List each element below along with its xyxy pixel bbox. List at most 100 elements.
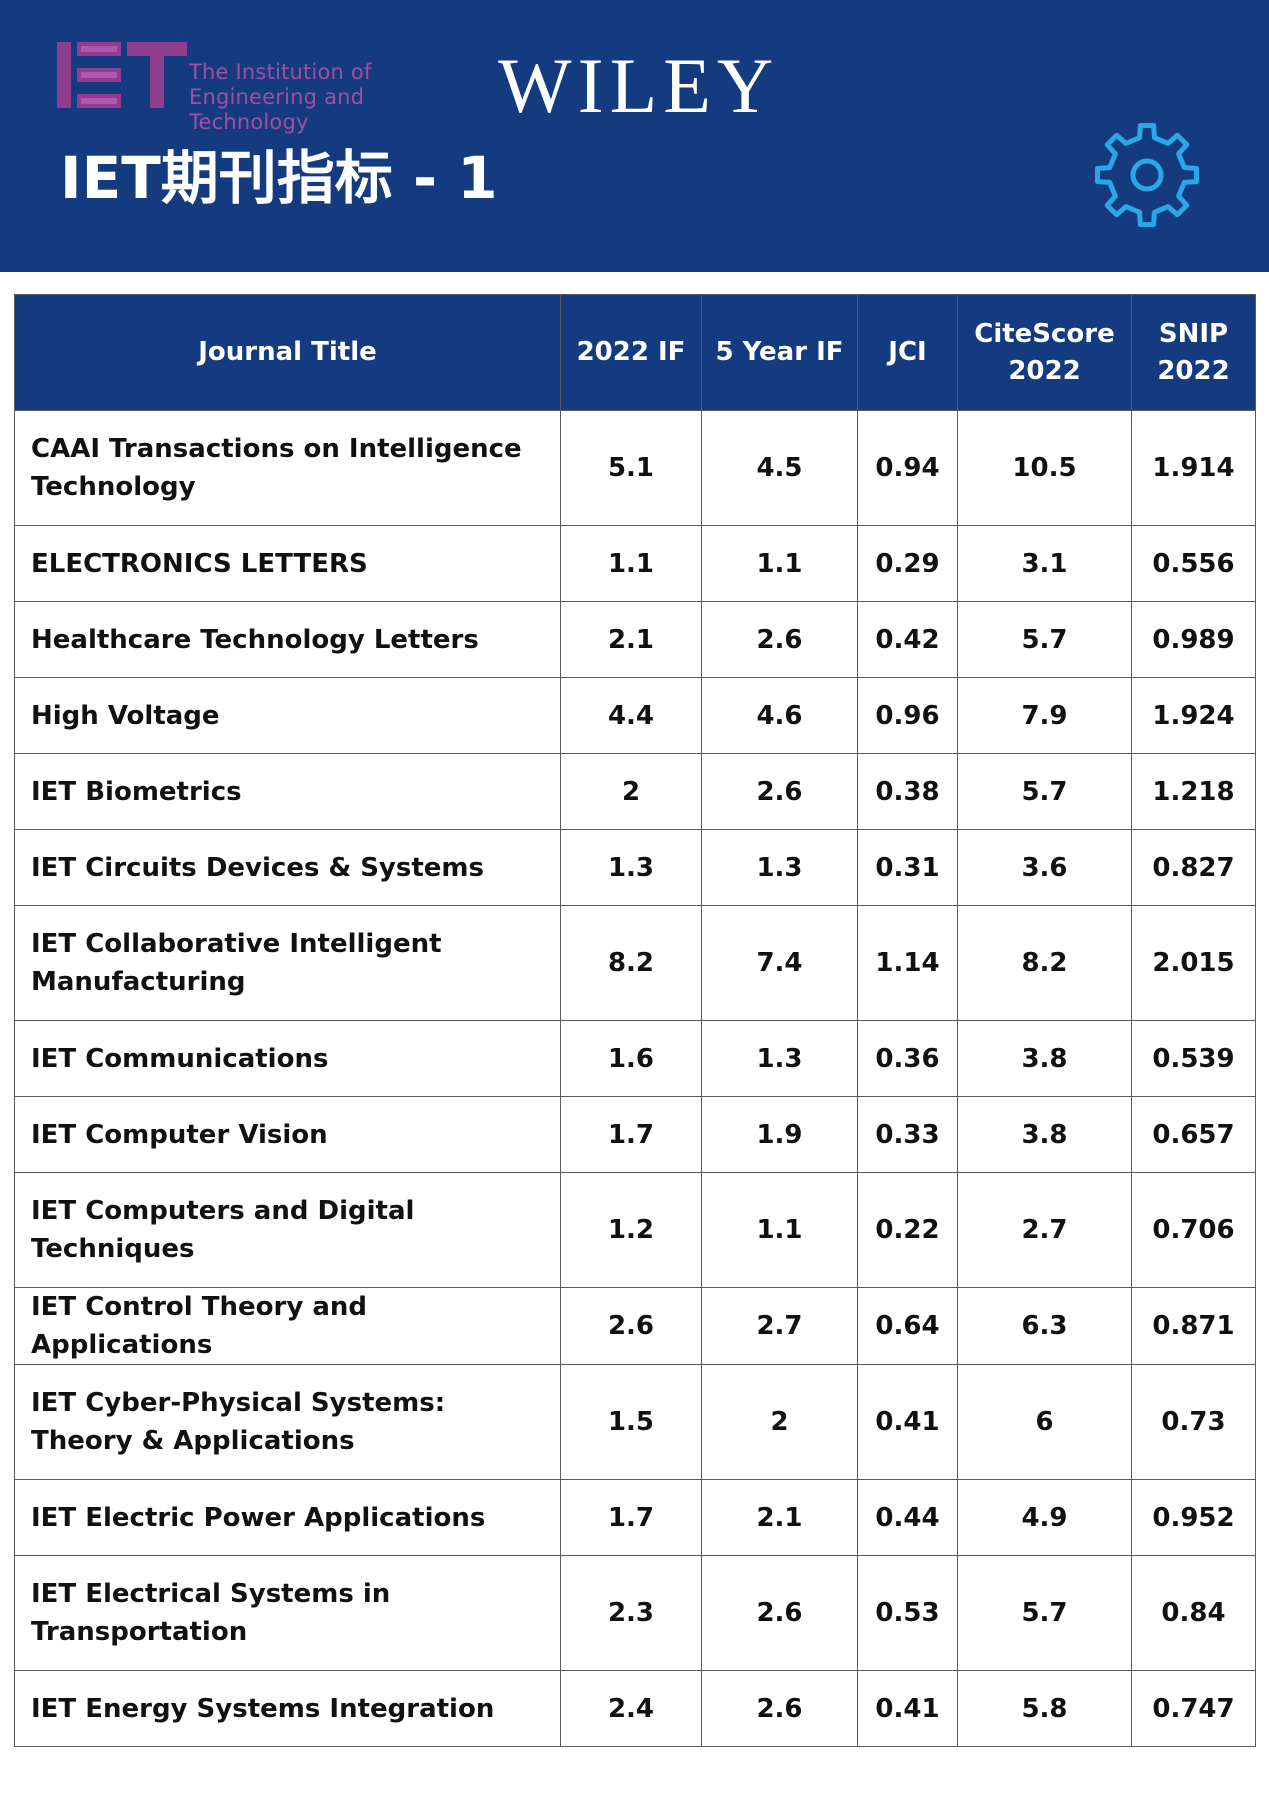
cell-5-year-if: 4.5 [701, 410, 858, 526]
cell-5-year-if: 2.6 [701, 1670, 858, 1747]
table-row: ELECTRONICS LETTERS 1.1 1.1 0.29 3.1 0.556 [14, 525, 1256, 602]
cell-jci: 0.42 [857, 601, 958, 678]
cell-citescore-2022: 4.9 [957, 1479, 1132, 1556]
cell-snip-2022: 2.015 [1131, 905, 1256, 1021]
col-header-2022-if: 2022 IF [560, 294, 702, 411]
cell-citescore-2022: 3.1 [957, 525, 1132, 602]
table-row: IET Energy Systems Integration 2.4 2.6 0.41… [14, 1670, 1256, 1747]
table-row: IET Biometrics 2 2.6 0.38 5.7 1.218 [14, 753, 1256, 830]
cell-journal-title: ELECTRONICS LETTERS [14, 525, 561, 602]
cell-2022-if: 2.3 [560, 1555, 702, 1671]
cell-snip-2022: 0.657 [1131, 1096, 1256, 1173]
cell-snip-2022: 0.706 [1131, 1172, 1256, 1288]
cell-journal-title: IET Control Theory and Applications [14, 1287, 561, 1365]
cell-snip-2022: 0.989 [1131, 601, 1256, 678]
cell-snip-2022: 0.556 [1131, 525, 1256, 602]
cell-citescore-2022: 3.8 [957, 1020, 1132, 1097]
cell-snip-2022: 0.952 [1131, 1479, 1256, 1556]
cell-citescore-2022: 7.9 [957, 677, 1132, 754]
cell-5-year-if: 1.9 [701, 1096, 858, 1173]
table-row: IET Communications 1.6 1.3 0.36 3.8 0.539 [14, 1020, 1256, 1097]
table-row: IET Electrical Systems in Transportation… [14, 1555, 1256, 1671]
cell-jci: 0.96 [857, 677, 958, 754]
table-row: IET Computers and Digital Techniques 1.2 1… [14, 1172, 1256, 1288]
wiley-logo: WILEY [498, 42, 780, 129]
cell-citescore-2022: 2.7 [957, 1172, 1132, 1288]
cell-journal-title: IET Communications [14, 1020, 561, 1097]
page-title: IET期刊指标 - 1 [60, 144, 498, 212]
cell-snip-2022: 0.539 [1131, 1020, 1256, 1097]
cell-5-year-if: 2.6 [701, 753, 858, 830]
table-row: IET Cyber-Physical Systems: Theory & App… [14, 1364, 1256, 1480]
cell-5-year-if: 1.3 [701, 1020, 858, 1097]
cell-snip-2022: 1.924 [1131, 677, 1256, 754]
cell-2022-if: 2.6 [560, 1287, 702, 1365]
cell-journal-title: IET Collaborative Intelligent Manufactur… [14, 905, 561, 1021]
cell-5-year-if: 4.6 [701, 677, 858, 754]
col-header-citescore-line2: 2022 [1008, 355, 1081, 386]
cell-snip-2022: 1.914 [1131, 410, 1256, 526]
cell-journal-title: IET Biometrics [14, 753, 561, 830]
table-row: IET Circuits Devices & Systems 1.3 1.3 0.31… [14, 829, 1256, 906]
cell-5-year-if: 2.7 [701, 1287, 858, 1365]
cell-5-year-if: 2.6 [701, 1555, 858, 1671]
table-row: IET Computer Vision 1.7 1.9 0.33 3.8 0.657 [14, 1096, 1256, 1173]
cell-journal-title: IET Computers and Digital Techniques [14, 1172, 561, 1288]
cell-jci: 0.31 [857, 829, 958, 906]
cell-journal-title: IET Electric Power Applications [14, 1479, 561, 1556]
cell-jci: 0.22 [857, 1172, 958, 1288]
cell-jci: 0.33 [857, 1096, 958, 1173]
cell-snip-2022: 0.827 [1131, 829, 1256, 906]
cell-jci: 0.94 [857, 410, 958, 526]
cell-2022-if: 1.1 [560, 525, 702, 602]
table-row: IET Collaborative Intelligent Manufactur… [14, 905, 1256, 1021]
cell-snip-2022: 1.218 [1131, 753, 1256, 830]
col-header-jci: JCI [857, 294, 958, 411]
cell-journal-title: IET Energy Systems Integration [14, 1670, 561, 1747]
col-header-citescore: CiteScore 2022 [957, 294, 1132, 411]
col-header-citescore-line1: CiteScore [974, 318, 1115, 349]
cell-jci: 0.38 [857, 753, 958, 830]
cell-2022-if: 2 [560, 753, 702, 830]
cell-citescore-2022: 8.2 [957, 905, 1132, 1021]
cell-5-year-if: 2 [701, 1364, 858, 1480]
cell-journal-title: Healthcare Technology Letters [14, 601, 561, 678]
cell-jci: 0.44 [857, 1479, 958, 1556]
cell-snip-2022: 0.747 [1131, 1670, 1256, 1747]
cell-jci: 0.64 [857, 1287, 958, 1365]
cell-5-year-if: 2.6 [701, 601, 858, 678]
col-header-snip-line1: SNIP [1158, 318, 1229, 349]
cell-citescore-2022: 5.7 [957, 1555, 1132, 1671]
cell-2022-if: 1.2 [560, 1172, 702, 1288]
cell-citescore-2022: 6.3 [957, 1287, 1132, 1365]
cell-journal-title: High Voltage [14, 677, 561, 754]
table-row: Healthcare Technology Letters 2.1 2.6 0.42 5… [14, 601, 1256, 678]
cell-2022-if: 1.6 [560, 1020, 702, 1097]
cell-jci: 0.53 [857, 1555, 958, 1671]
cell-5-year-if: 1.1 [701, 1172, 858, 1288]
cell-2022-if: 2.4 [560, 1670, 702, 1747]
cell-2022-if: 4.4 [560, 677, 702, 754]
cell-citescore-2022: 3.8 [957, 1096, 1132, 1173]
cell-jci: 1.14 [857, 905, 958, 1021]
cell-journal-title: IET Computer Vision [14, 1096, 561, 1173]
cell-citescore-2022: 5.8 [957, 1670, 1132, 1747]
iet-logo-text: The Institution of Engineering and Techn… [189, 60, 477, 135]
cell-snip-2022: 0.84 [1131, 1555, 1256, 1671]
iet-logo-mark [57, 42, 187, 108]
cell-snip-2022: 0.871 [1131, 1287, 1256, 1365]
cell-jci: 0.41 [857, 1364, 958, 1480]
cell-2022-if: 2.1 [560, 601, 702, 678]
col-header-snip: SNIP 2022 [1131, 294, 1256, 411]
cell-2022-if: 1.3 [560, 829, 702, 906]
table-row: High Voltage 4.4 4.6 0.96 7.9 1.924 [14, 677, 1256, 754]
cell-jci: 0.36 [857, 1020, 958, 1097]
journal-metrics-table: Journal Title 2022 IF 5 Year IF JCI Cite… [14, 294, 1256, 1747]
cell-citescore-2022: 6 [957, 1364, 1132, 1480]
cell-journal-title: IET Cyber-Physical Systems: Theory & App… [14, 1364, 561, 1480]
table-row: CAAI Transactions on Intelligence Techno… [14, 410, 1256, 526]
cell-journal-title: IET Circuits Devices & Systems [14, 829, 561, 906]
col-header-journal-title: Journal Title [14, 294, 561, 411]
cell-citescore-2022: 10.5 [957, 410, 1132, 526]
cell-journal-title: CAAI Transactions on Intelligence Techno… [14, 410, 561, 526]
